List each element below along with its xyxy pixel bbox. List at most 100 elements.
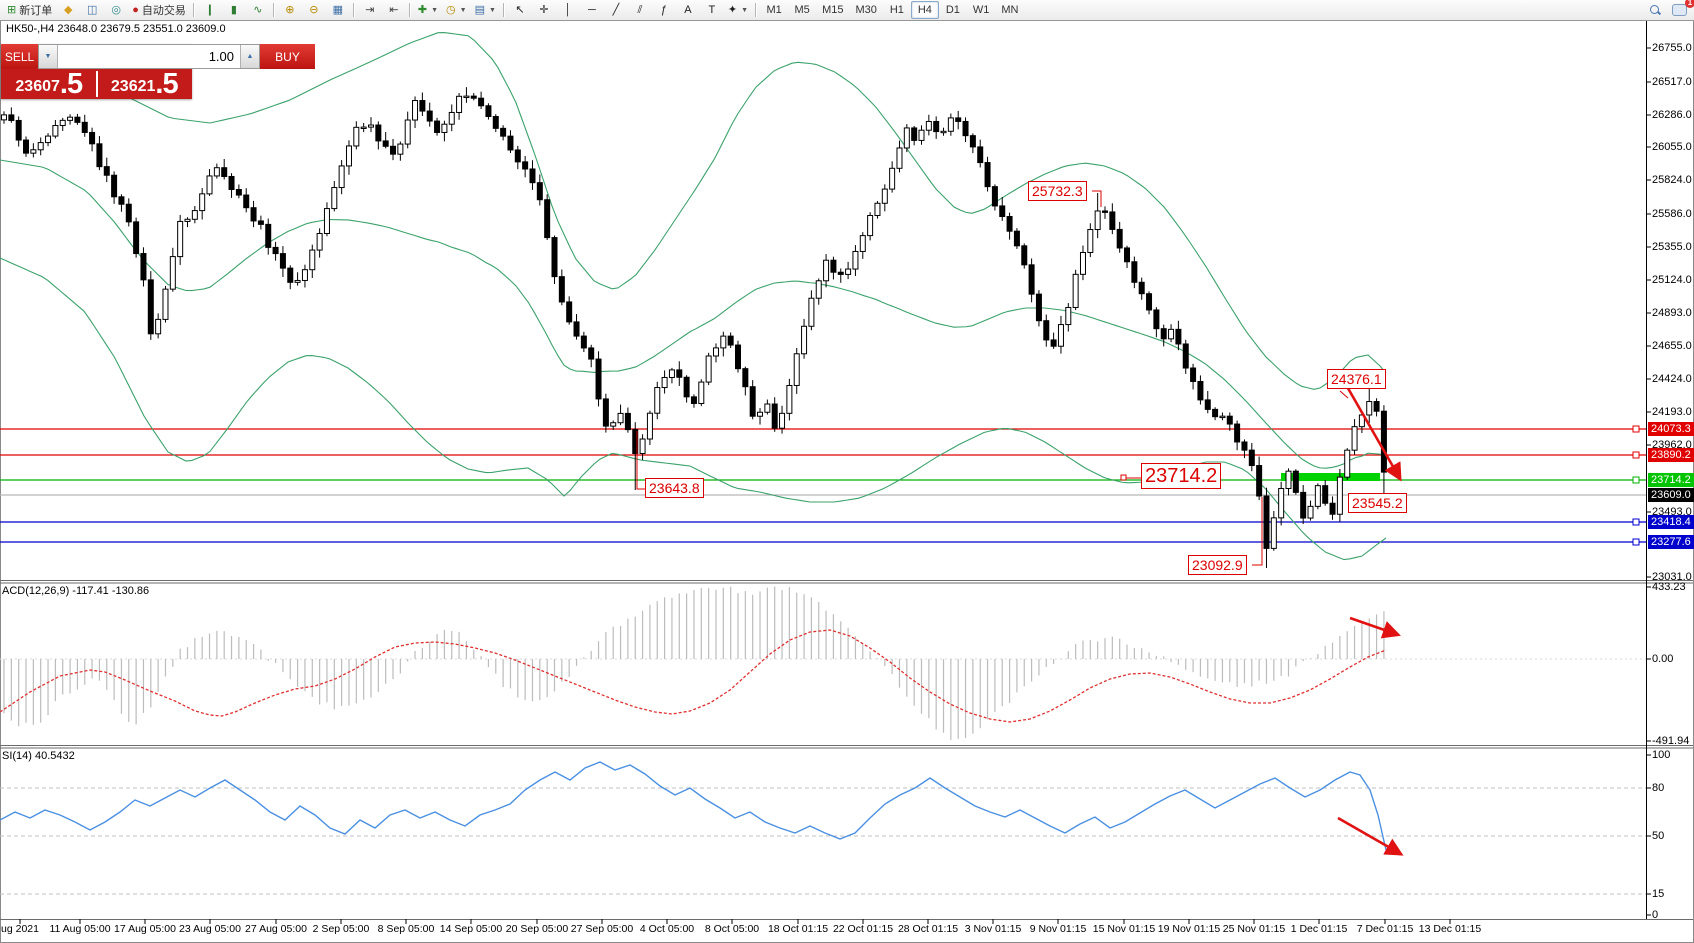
tile-windows-icon[interactable]: ▦	[326, 1, 350, 19]
bollinger-upper-band	[0, 31, 1387, 390]
price-annotation[interactable]: 23714.2	[1141, 463, 1222, 489]
volume-decrease-button[interactable]: ▼	[39, 45, 58, 68]
candle-body	[1248, 449, 1255, 467]
auto-trading-button[interactable]: ● 自动交易	[128, 1, 190, 19]
timeframe-m15-button[interactable]: M15	[822, 4, 844, 16]
timeframe-m30-button[interactable]: M30	[855, 4, 877, 16]
new-order-button[interactable]: ⊞ 新订单	[3, 1, 56, 19]
crosshair-icon[interactable]: ✛	[532, 1, 556, 19]
zoom-in-icon[interactable]: ⊕	[278, 1, 302, 19]
time-axis-label: 28 Oct 01:15	[897, 923, 959, 935]
navigator-icon[interactable]: ◎	[104, 1, 128, 19]
timeframe-d1-button[interactable]: D1	[945, 4, 960, 16]
bar-chart-icon[interactable]: ❙	[198, 1, 222, 19]
timeframe-h4-button[interactable]: H4	[910, 1, 939, 19]
rsi-tick-label: 100	[1652, 749, 1671, 761]
down-trend-arrow[interactable]	[1337, 816, 1404, 856]
price-annotation[interactable]: 25732.3	[1028, 181, 1087, 201]
candle-body	[412, 100, 419, 121]
price-annotation[interactable]: 23092.9	[1188, 555, 1247, 575]
fibonacci-icon-glyph: ƒ	[660, 3, 667, 16]
bid-price[interactable]: 23607.5	[1, 69, 97, 99]
support-zone-bar[interactable]	[1281, 473, 1380, 481]
price-tick-label: 25124.0	[1652, 274, 1692, 286]
shapes-icon[interactable]: ✦ ▼	[724, 1, 752, 19]
time-axis-label: 3 Nov 01:15	[964, 923, 1022, 935]
periods-icon[interactable]: ◷ ▼	[442, 1, 471, 19]
candle-body	[1072, 273, 1079, 308]
down-trend-arrow[interactable]	[1349, 616, 1401, 639]
time-axis-label: 25 Nov 01:15	[1222, 923, 1286, 935]
line-handle[interactable]	[1632, 425, 1640, 433]
candle-body	[720, 335, 727, 349]
price-tick-label: 24893.0	[1652, 307, 1692, 319]
zoom-in-icon-glyph: ⊕	[285, 3, 295, 16]
candlestick-chart-icon[interactable]: ▮	[222, 1, 246, 19]
templates-icon[interactable]: ▤ ▼	[471, 1, 500, 19]
line-handle[interactable]	[1632, 451, 1640, 459]
candle-body	[15, 119, 22, 141]
line-handle[interactable]	[1632, 476, 1640, 484]
new-order-button-label: 新订单	[19, 5, 53, 17]
candle-body	[962, 120, 969, 137]
candle-body	[1160, 328, 1167, 340]
line-handle[interactable]	[1632, 538, 1640, 546]
candle-body	[1380, 410, 1387, 473]
timeframe-m1-button[interactable]: M1	[766, 4, 782, 16]
timeframe-mn-button[interactable]: MN	[1001, 4, 1019, 16]
volume-increase-button[interactable]: ▲	[240, 45, 259, 68]
ask-price[interactable]: 23621.5	[97, 69, 193, 99]
new-chart-icon[interactable]: ✚ ▼	[414, 1, 442, 19]
candle-body	[1006, 216, 1013, 232]
candle-body	[125, 203, 132, 223]
horizontal-line-icon[interactable]: ─	[580, 1, 604, 19]
rsi-tick-label: 0	[1652, 909, 1659, 921]
volume-stepper: ▼ ▲	[38, 44, 260, 69]
auto-scroll-icon[interactable]: ⇤	[382, 1, 406, 19]
line-chart-icon[interactable]: ∿	[246, 1, 270, 19]
notifications-button[interactable]: 1	[1667, 0, 1694, 19]
time-axis-label: 23 Aug 05:00	[179, 923, 241, 935]
zoom-out-icon[interactable]: ⊖	[302, 1, 326, 19]
candle-body	[771, 403, 778, 429]
price-tick-label: 25586.0	[1652, 208, 1692, 220]
time-axis-label: 8 Oct 05:00	[704, 923, 760, 935]
fibonacci-icon[interactable]: ƒ	[652, 1, 676, 19]
candle-body	[991, 186, 998, 207]
price-annotation[interactable]: 24376.1	[1327, 369, 1386, 389]
cursor-icon[interactable]: ↖	[508, 1, 532, 19]
candle-body	[1028, 264, 1035, 295]
candle-body	[1219, 415, 1226, 419]
candle-body	[81, 121, 88, 133]
candle-body	[911, 127, 918, 141]
vertical-line-icon[interactable]: │	[556, 1, 580, 19]
sell-button[interactable]: SELL	[1, 44, 38, 69]
volume-input[interactable]	[58, 45, 240, 68]
text-label-icon[interactable]: T	[700, 1, 724, 19]
price-annotation[interactable]: 23545.2	[1348, 493, 1407, 513]
chart-shift-icon[interactable]: ⇥	[358, 1, 382, 19]
toolbar-right-group: 1	[1643, 0, 1694, 19]
candle-body	[705, 355, 712, 383]
channel-icon[interactable]: ⫽	[628, 1, 652, 19]
time-axis-label: 27 Aug 05:00	[245, 923, 307, 935]
indicators-icon[interactable]: ◆	[56, 1, 80, 19]
timeframe-h1-button[interactable]: H1	[889, 4, 904, 16]
market-watch-icon[interactable]: ◫	[80, 1, 104, 19]
timeframe-m5-button[interactable]: M5	[794, 4, 810, 16]
buy-button[interactable]: BUY	[260, 44, 315, 69]
candle-body	[155, 318, 162, 335]
candle-body	[661, 376, 668, 389]
candle-body	[140, 253, 147, 281]
candle-body	[1131, 261, 1138, 283]
timeframe-w1-button[interactable]: W1	[972, 4, 990, 16]
text-icon[interactable]: A	[676, 1, 700, 19]
trendline-icon[interactable]: ╱	[604, 1, 628, 19]
down-trend-arrow[interactable]	[1343, 382, 1402, 482]
price-annotation[interactable]: 23643.8	[645, 478, 704, 498]
search-button[interactable]	[1643, 1, 1667, 19]
macd-tick-label: 433.23	[1652, 581, 1686, 593]
candle-body	[184, 218, 191, 222]
line-handle[interactable]	[1632, 518, 1640, 526]
